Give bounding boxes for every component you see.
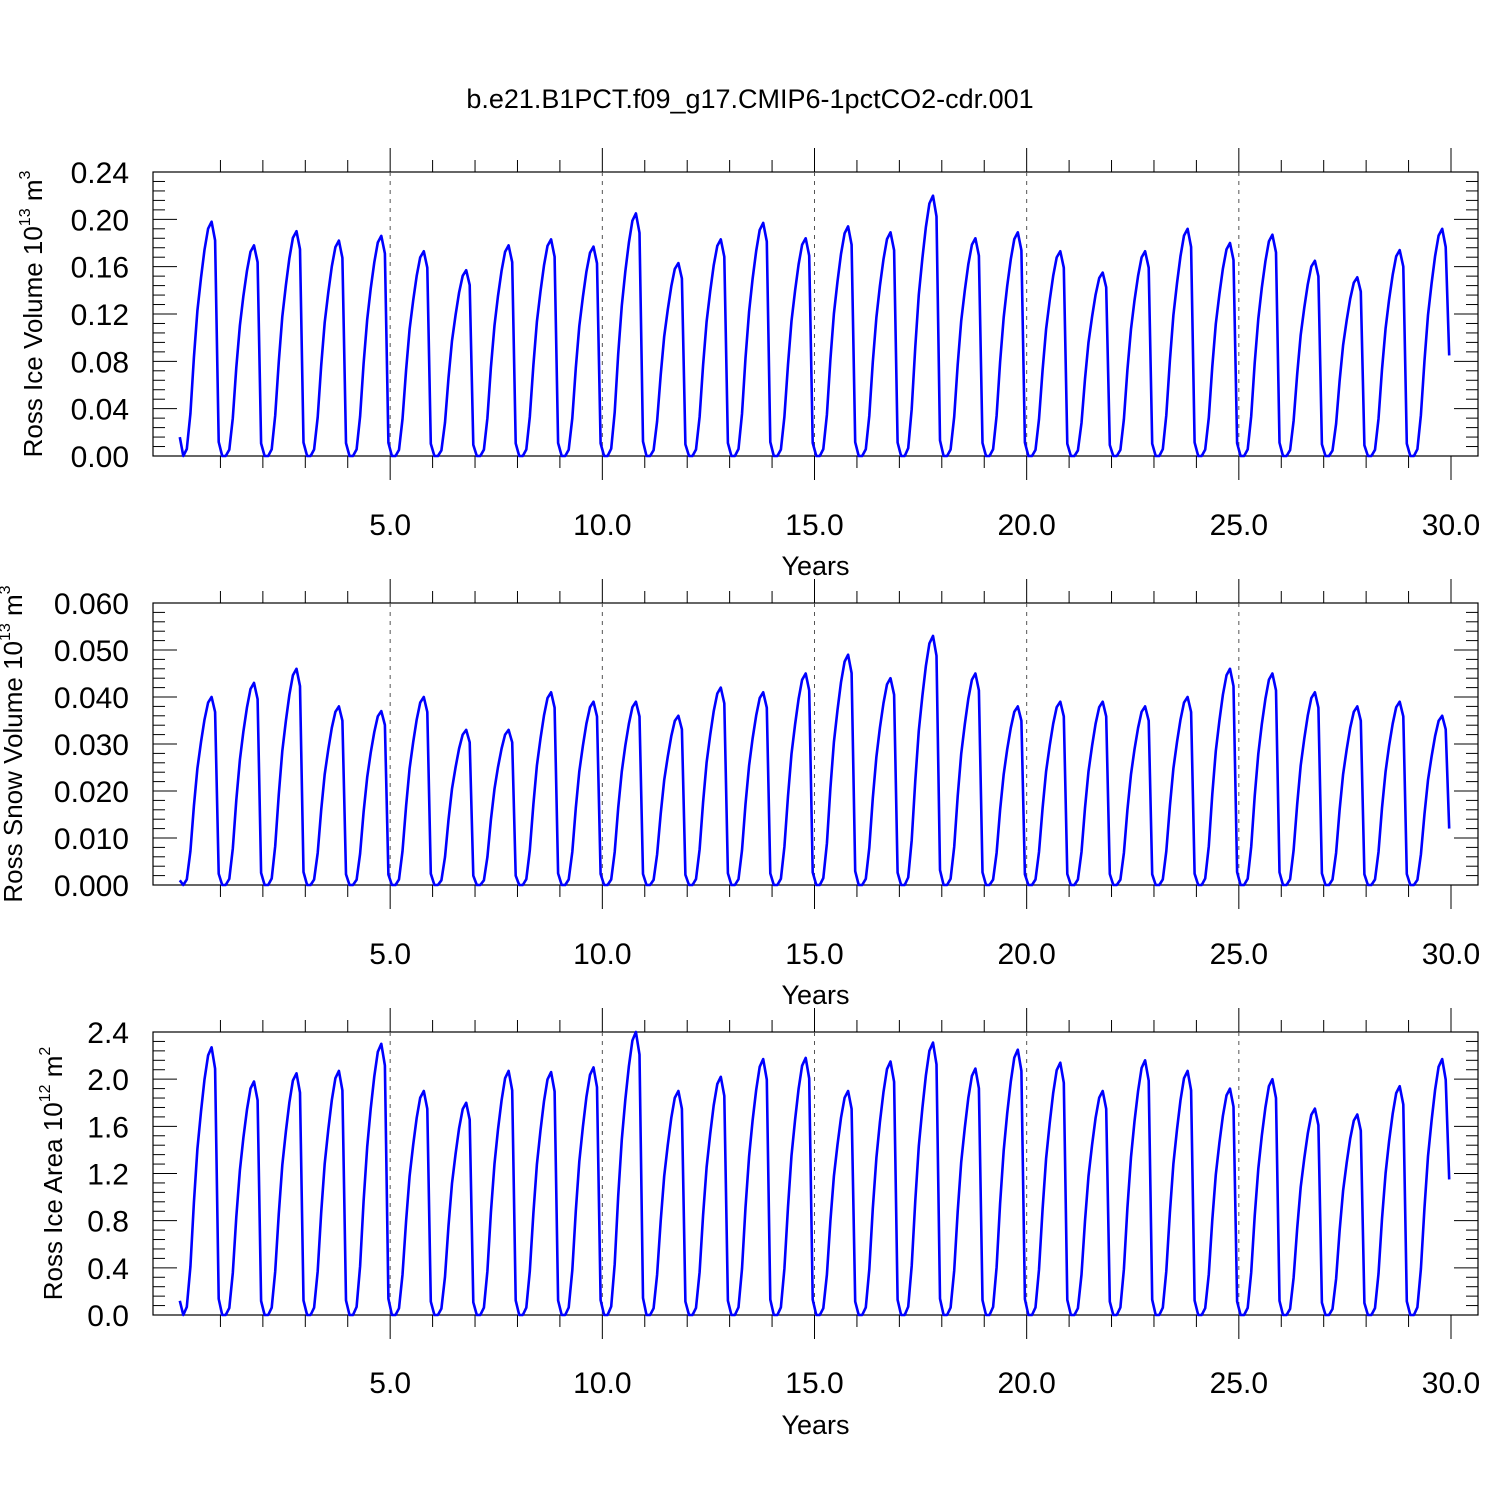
y-tick-label: 0.010	[54, 823, 129, 856]
x-tick-label: 15.0	[785, 509, 843, 542]
x-tick-label: 30.0	[1422, 509, 1480, 542]
y-axis-label-exponent: 13	[0, 623, 14, 641]
y-axis-label-unit-exponent: 2	[37, 1047, 54, 1056]
y-axis-label: Ross Snow Volume 1013 m3	[0, 585, 28, 902]
x-tick-label: 15.0	[785, 938, 843, 971]
x-tick-label: 30.0	[1422, 938, 1480, 971]
y-axis-label-main: Ross Ice Area 10	[38, 1102, 68, 1300]
y-tick-label: 0.030	[54, 729, 129, 762]
x-tick-label: 5.0	[369, 1367, 411, 1400]
chart-panel-2: 5.0 10.0 15.0 20.0 25.0 30.0 Years 0.000 0.010 0.…	[0, 579, 1480, 1010]
y-axis-label-unit-exponent: 3	[17, 170, 34, 179]
y-tick-label: 0.040	[54, 682, 129, 715]
x-tick-label: 15.0	[785, 1367, 843, 1400]
series-line	[178, 634, 1451, 887]
y-tick-label: 0.8	[87, 1206, 129, 1239]
y-tick-label: 1.2	[87, 1159, 129, 1192]
y-axis-label-exponent: 13	[17, 208, 34, 226]
x-tick-label: 20.0	[997, 1367, 1055, 1400]
y-tick-label: 2.0	[87, 1064, 129, 1097]
x-tick-label: 25.0	[1210, 1367, 1268, 1400]
y-tick-label: 0.24	[71, 157, 129, 190]
x-tick-label: 10.0	[573, 509, 631, 542]
y-axis-label-unit: m	[0, 594, 28, 623]
y-tick-label: 1.6	[87, 1111, 129, 1144]
chart-panel-1: 5.0 10.0 15.0 20.0 25.0 30.0 Years 0.00 0.04 0.08…	[17, 148, 1480, 581]
y-tick-label: 0.20	[71, 204, 129, 237]
x-tick-label: 30.0	[1422, 1367, 1480, 1400]
y-tick-label: 0.08	[71, 346, 129, 379]
y-tick-label: 0.16	[71, 252, 129, 285]
y-axis-label-unit: m	[18, 179, 48, 208]
y-tick-label: 0.0	[87, 1300, 129, 1333]
x-tick-label: 20.0	[997, 938, 1055, 971]
chart-panel-3: 5.0 10.0 15.0 20.0 25.0 30.0 Years 0.0 0.4 0.8 1.2…	[37, 1008, 1480, 1440]
y-axis-label-unit-exponent: 3	[0, 585, 14, 594]
y-axis-label-exponent: 12	[37, 1084, 54, 1102]
series-line	[178, 1030, 1451, 1317]
y-tick-label: 0.12	[71, 299, 129, 332]
series-line	[178, 194, 1451, 458]
x-axis-label: Years	[781, 551, 849, 581]
x-tick-label: 5.0	[369, 938, 411, 971]
x-tick-label: 10.0	[573, 1367, 631, 1400]
x-tick-label: 20.0	[997, 509, 1055, 542]
y-tick-label: 0.060	[54, 588, 129, 621]
y-tick-label: 0.050	[54, 635, 129, 668]
x-tick-label: 25.0	[1210, 509, 1268, 542]
y-tick-label: 0.04	[71, 394, 129, 427]
x-tick-label: 10.0	[573, 938, 631, 971]
x-tick-label: 25.0	[1210, 938, 1268, 971]
chart-panels: 5.0 10.0 15.0 20.0 25.0 30.0Years0.000.040.08…	[0, 148, 1480, 1440]
x-axis-label: Years	[781, 1410, 849, 1440]
x-axis-label: Years	[781, 980, 849, 1010]
y-tick-label: 2.4	[87, 1017, 129, 1050]
y-axis-label: Ross Ice Area 1012 m2	[37, 1047, 68, 1301]
y-tick-label: 0.020	[54, 776, 129, 809]
y-axis-label: Ross Ice Volume 1013 m3	[17, 170, 48, 457]
figure-title: b.e21.B1PCT.f09_g17.CMIP6-1pctCO2-cdr.00…	[466, 84, 1033, 114]
y-tick-label: 0.000	[54, 870, 129, 903]
y-axis-label-main: Ross Ice Volume 10	[18, 226, 48, 457]
y-tick-label: 0.4	[87, 1253, 129, 1286]
y-axis-label-main: Ross Snow Volume 10	[0, 641, 28, 903]
x-tick-label: 5.0	[369, 509, 411, 542]
y-tick-label: 0.00	[71, 441, 129, 474]
y-axis-label-unit: m	[38, 1056, 68, 1085]
